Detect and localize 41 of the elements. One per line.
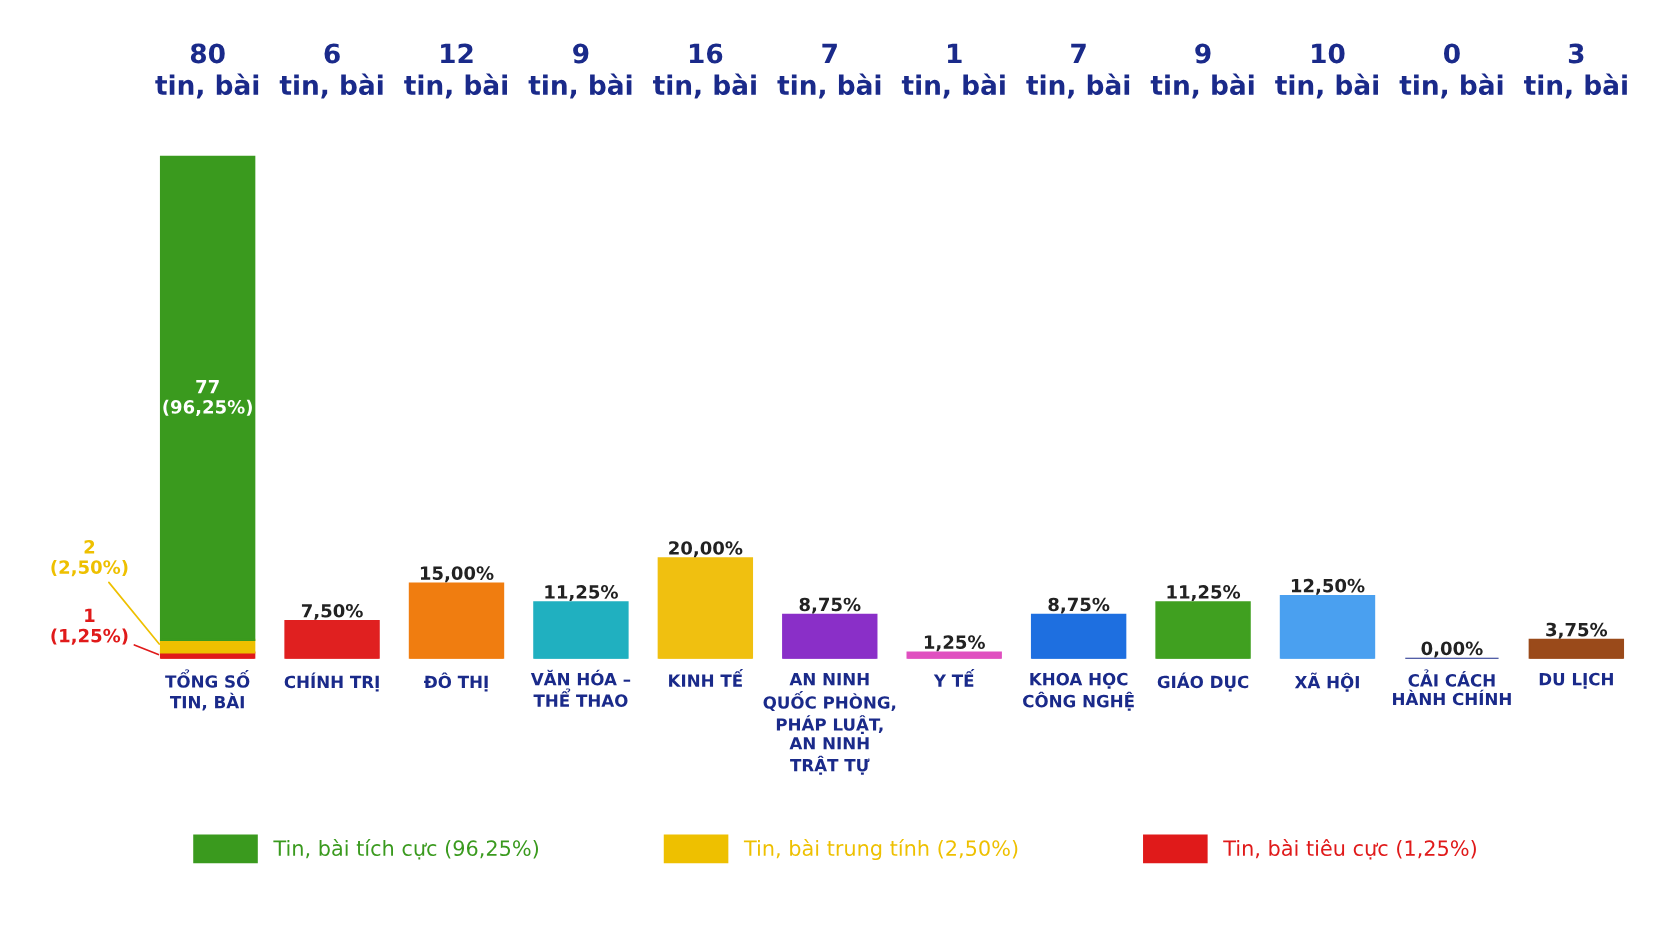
data-label: 12,50% xyxy=(1291,578,1365,595)
data-label: 3,75% xyxy=(1546,622,1608,639)
text: 80 tin, bài xyxy=(155,43,259,99)
x-tick-label: VĂN HÓA – THỂ THAO xyxy=(530,669,631,707)
text: 7 tin, bài xyxy=(1026,43,1130,99)
x-tick-label: KHOA HỌC CÔNG NGHỆ xyxy=(1023,672,1134,711)
text: 12 tin, bài xyxy=(404,43,507,99)
x-tick-label: DU LỊCH xyxy=(1539,672,1613,689)
data-label: 20,00% xyxy=(669,541,743,558)
text: 0 tin, bài xyxy=(1399,43,1503,99)
legend-label: Tin, bài tiêu cực (1,25%) xyxy=(1223,839,1476,860)
data-label: 8,75% xyxy=(799,597,861,614)
text: 3 tin, bài xyxy=(1523,43,1627,99)
data-label: 15,00% xyxy=(420,566,494,583)
data-label: 1 (1,25%) xyxy=(51,608,128,645)
data-label: 1,25% xyxy=(924,635,985,652)
x-tick-label: CẢI CÁCH HÀNH CHÍNH xyxy=(1393,669,1511,706)
data-label: 2 (2,50%) xyxy=(51,540,128,577)
x-tick-label: TỔNG SỐ TIN, BÀI xyxy=(165,669,250,711)
x-tick-label: XÃ HỘI xyxy=(1294,672,1359,692)
text: 16 tin, bài xyxy=(653,43,756,99)
x-tick-label: CHÍNH TRỊ xyxy=(284,672,379,692)
x-tick-label: KINH TẾ xyxy=(669,669,744,687)
text: 6 tin, bài xyxy=(279,43,383,99)
x-tick-label: Y TẾ xyxy=(933,669,975,687)
data-label: 11,25% xyxy=(1167,585,1241,602)
text: 7 tin, bài xyxy=(777,43,881,99)
x-tick-label: GIÁO DỤC xyxy=(1157,672,1249,692)
text: 1 tin, bài xyxy=(901,43,1005,99)
text: 10 tin, bài xyxy=(1275,43,1378,99)
x-tick-label: ĐÔ THỊ xyxy=(424,672,488,692)
data-label: 11,25% xyxy=(545,585,618,602)
data-label: 0,00% xyxy=(1421,641,1483,658)
text: 9 tin, bài xyxy=(528,43,632,99)
legend-label: Tin, bài tích cực (96,25%) xyxy=(273,839,539,860)
legend-label: Tin, bài trung tính (2,50%) xyxy=(743,839,1018,861)
data-label: 77 (96,25%) xyxy=(163,380,252,417)
data-label: 7,50% xyxy=(301,603,363,620)
data-label: 8,75% xyxy=(1048,597,1110,614)
text: 9 tin, bài xyxy=(1150,43,1254,99)
x-tick-label: AN NINH QUỐC PHÒNG, PHÁP LUẬT, AN NINH TRẬT TỰ xyxy=(763,673,896,775)
